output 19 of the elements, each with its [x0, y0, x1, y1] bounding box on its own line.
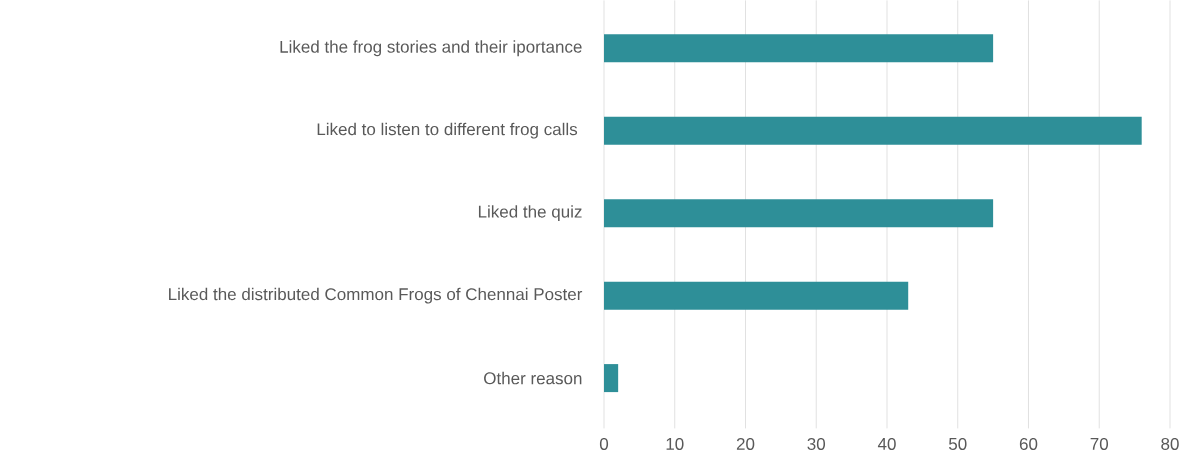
x-tick-label: 60 [1019, 437, 1038, 450]
y-tick-label: Liked the frog stories and their iportance [280, 40, 582, 56]
bar [604, 198, 994, 227]
x-tick-label: 40 [877, 437, 896, 450]
x-tick-label: 10 [666, 437, 684, 450]
y-tick-label: Liked the distributed Common Frogs of Chennai Poster [169, 287, 583, 304]
x-tick-label: 80 [1161, 437, 1179, 450]
bar [604, 281, 909, 310]
bar [604, 363, 619, 392]
bar [604, 116, 1142, 145]
x-tick-label: 20 [736, 437, 755, 450]
y-tick-label: Liked to listen to different frog calls [317, 122, 578, 139]
x-tick-label: 70 [1090, 437, 1109, 450]
x-tick-label: 50 [948, 437, 967, 450]
bar [604, 34, 994, 63]
x-tick-label: 30 [807, 437, 826, 450]
y-tick-label: Liked the quiz [478, 205, 582, 221]
x-tick-label: 0 [599, 437, 609, 450]
y-tick-label: Other reason [484, 371, 582, 385]
